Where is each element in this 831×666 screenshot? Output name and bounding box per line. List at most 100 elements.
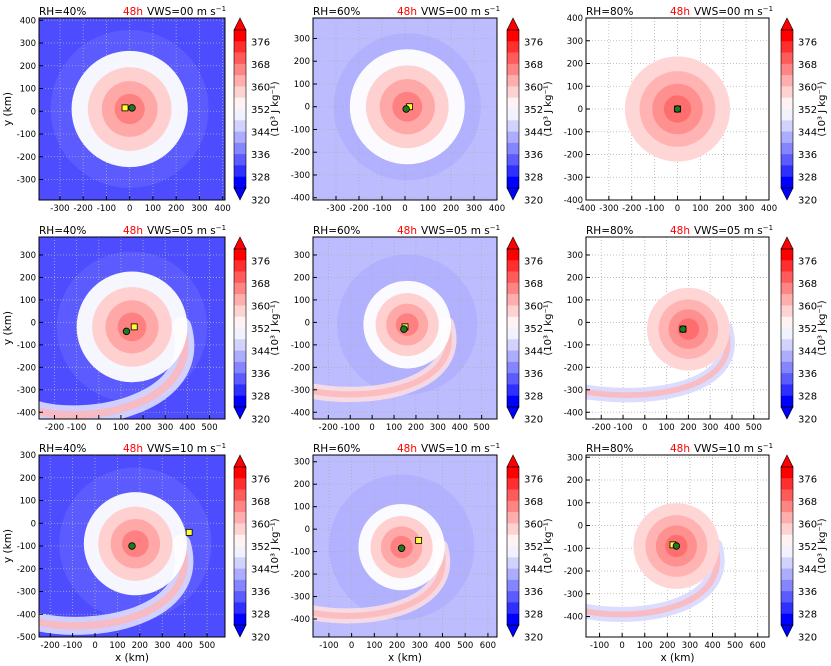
green-circle-marker	[128, 104, 136, 112]
x-tick-label: 200	[680, 423, 696, 433]
colorbar-segment	[234, 478, 246, 490]
colorbar-tick-label: 320	[251, 414, 270, 425]
colorbar-segment	[507, 350, 519, 363]
colorbar-bottom-arrow	[233, 624, 247, 638]
colorbar-tick-label: 368	[251, 497, 270, 508]
colorbar-segment	[507, 131, 519, 144]
y-tick-label: 100	[294, 80, 310, 90]
x-tick-label: 300	[466, 204, 482, 214]
colorbar-segment	[781, 328, 793, 340]
colorbar-segment	[234, 97, 246, 110]
colorbar-frame	[233, 29, 247, 189]
colorbar-segment	[234, 373, 246, 385]
x-tick-label: 0	[369, 423, 374, 433]
y-tick-label: 0	[578, 105, 583, 115]
colorbar-label: (10³ J kg⁻¹)	[270, 300, 281, 355]
colorbar-bottom-arrow	[780, 624, 794, 638]
y-tick-label: 300	[294, 34, 310, 44]
y-tick-label: 200	[20, 273, 36, 283]
y-axis-label: y (km)	[2, 92, 14, 126]
y-tick-label: 0	[305, 103, 310, 113]
y-tick-label: -100	[17, 542, 36, 552]
colorbar-segment	[781, 373, 793, 385]
y-tick-label: -400	[564, 196, 583, 206]
vws-label: VWS=05 m s−1	[147, 224, 226, 237]
y-tick-label: -200	[17, 153, 36, 163]
colorbar-segment	[234, 294, 246, 306]
colorbar: 376 368 360 352 344 336 328 320 (10³ J kg⁻¹)	[233, 454, 281, 643]
colorbar-tick-label: 368	[524, 497, 543, 508]
y-tick-label: -300	[564, 173, 583, 183]
x-tick-label: 400	[215, 204, 231, 214]
colorbar-segment	[507, 30, 519, 42]
plot-area	[313, 237, 497, 419]
panel-1: -300 -200 -100 0 100 200 300 400 -300 -200 -100 0 10…	[2, 5, 281, 214]
colorbar: 376 368 360 352 344 336 328 320 (10³ J kg⁻¹)	[506, 17, 554, 206]
colorbar-bottom-arrow	[506, 624, 520, 638]
colorbar-frame	[233, 466, 247, 626]
y-tick-label: -200	[17, 565, 36, 575]
time-label: 48h	[397, 225, 417, 237]
y-tick-label: 0	[31, 519, 36, 529]
colorbar-tick-label: 344	[251, 565, 270, 576]
colorbar-label: (10³ J kg⁻¹)	[817, 518, 828, 573]
rainband-core	[313, 321, 452, 398]
colorbar-segment	[507, 557, 519, 569]
colorbar-tick-label: 336	[251, 150, 270, 161]
colorbar-segment	[234, 602, 246, 615]
colorbar-tick-label: 360	[251, 82, 270, 93]
colorbar-tick-label: 376	[524, 474, 543, 485]
colorbar-segment	[781, 489, 793, 502]
green-circle-marker	[128, 542, 136, 550]
x-tick-label: 0	[402, 204, 407, 214]
colorbar: 376 368 360 352 344 336 328 320 (10³ J kg⁻¹)	[780, 454, 828, 643]
colorbar-segment	[781, 500, 793, 513]
rh-label: RH=40%	[39, 6, 86, 18]
x-tick-label: -200	[592, 423, 611, 433]
colorbar-segment	[507, 176, 519, 189]
colorbar-segment	[781, 478, 793, 490]
rainband-core	[39, 323, 189, 419]
y-tick-label: -400	[291, 615, 310, 625]
colorbar-label: (10³ J kg⁻¹)	[543, 518, 554, 573]
colorbar-tick-label: 352	[798, 542, 817, 553]
colorbar-tick-label: 376	[798, 256, 817, 267]
colorbar-tick-label: 352	[251, 324, 270, 335]
x-tick-label: 0	[642, 423, 647, 433]
colorbar-segment	[507, 602, 519, 615]
x-tick-label: -200	[41, 641, 60, 651]
y-tick-label: -400	[291, 408, 310, 418]
vortex-ring	[121, 530, 149, 558]
colorbar-segment	[507, 86, 519, 99]
colorbar-frame	[780, 466, 794, 626]
colorbar-segment	[234, 591, 246, 603]
colorbar-bottom-arrow	[233, 406, 247, 420]
colorbar-segment	[234, 30, 246, 42]
colorbar-segment	[234, 165, 246, 178]
colorbar-tick-label: 368	[251, 279, 270, 290]
y-tick-label: -200	[291, 148, 310, 158]
green-circle-marker	[402, 105, 410, 113]
x-tick-label: -200	[74, 204, 93, 214]
y-tick-label: 300	[20, 251, 36, 261]
colorbar-tick-label: 344	[524, 347, 543, 358]
x-tick-label: 400	[177, 641, 193, 651]
x-tick-label: 200	[443, 204, 459, 214]
colorbar-tick-label: 352	[524, 542, 543, 553]
x-tick-label: 200	[135, 423, 151, 433]
x-tick-label: 400	[724, 423, 740, 433]
colorbar-segment	[234, 75, 246, 87]
colorbar-tick-label: 360	[251, 301, 270, 312]
y-tick-label: 0	[31, 318, 36, 328]
colorbar-segment	[781, 260, 793, 272]
colorbar-segment	[781, 97, 793, 110]
colorbar-tick-label: 328	[251, 173, 270, 184]
colorbar-segment	[781, 557, 793, 569]
y-tick-label: 300	[567, 37, 583, 47]
colorbar-segment	[781, 579, 793, 592]
vws-label: VWS=05 m s−1	[694, 224, 773, 237]
colorbar-tick-label: 344	[251, 347, 270, 358]
plot-frame	[38, 236, 226, 420]
colorbar-segment	[781, 86, 793, 99]
